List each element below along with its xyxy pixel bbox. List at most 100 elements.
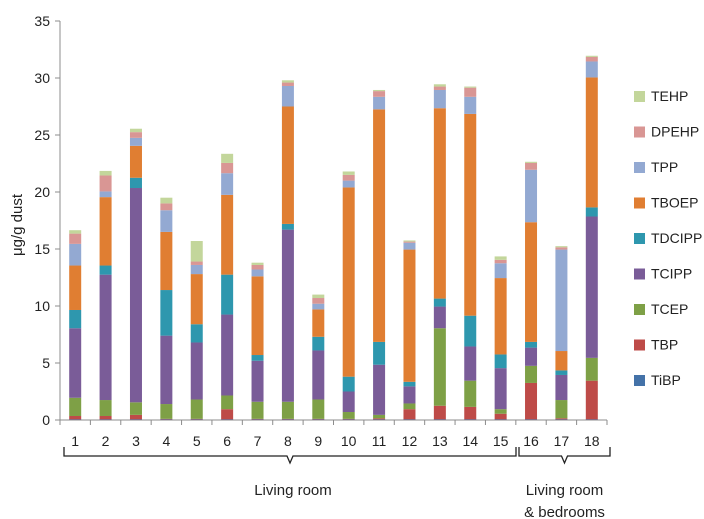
bar-segment	[160, 419, 173, 420]
bar-segment	[525, 419, 538, 420]
bar-segment	[433, 108, 446, 299]
bar-segment	[221, 419, 234, 420]
bar-segment	[342, 391, 355, 413]
x-tick-label: 15	[493, 433, 509, 449]
bar-stack-9	[312, 294, 325, 420]
bar-segment	[251, 419, 264, 420]
bar-segment	[281, 419, 294, 420]
group-brace	[518, 447, 611, 465]
legend-label: TDCIPP	[651, 230, 702, 246]
bar-segment	[312, 419, 325, 420]
bar-segment	[251, 262, 264, 265]
bar-segment	[525, 382, 538, 420]
y-tick-label: 30	[34, 70, 50, 86]
bar-segment	[129, 419, 142, 420]
bar-stack-12	[403, 240, 416, 420]
bar-segment	[312, 298, 325, 304]
bar-segment	[129, 402, 142, 415]
x-tick-label: 9	[314, 433, 322, 449]
bar-segment	[99, 265, 112, 275]
x-tick-label: 10	[341, 433, 357, 449]
bar-segment	[312, 309, 325, 337]
bar-stack-5	[190, 241, 203, 420]
bar-stack-18	[585, 55, 598, 420]
bar-segment	[190, 264, 203, 275]
legend-swatch	[634, 304, 645, 315]
bar-segment	[129, 145, 142, 178]
bar-segment	[190, 399, 203, 419]
bar-segment	[403, 409, 416, 420]
y-tick-label: 25	[34, 127, 50, 143]
bar-segment	[99, 419, 112, 420]
bar-segment	[190, 274, 203, 325]
bar-segment	[160, 418, 173, 420]
bar-segment	[373, 418, 386, 420]
x-tick-label: 8	[284, 433, 292, 449]
x-tick-label: 12	[402, 433, 418, 449]
bar-segment	[555, 246, 568, 248]
bar-segment	[312, 350, 325, 400]
bar-stack-10	[342, 171, 355, 420]
y-tick-label: 15	[34, 241, 50, 257]
bar-segment	[221, 162, 234, 174]
legend-swatch	[634, 233, 645, 244]
bar-segment	[525, 341, 538, 348]
bar-segment	[312, 303, 325, 310]
bar-segment	[69, 243, 82, 266]
bar-stack-17	[555, 246, 568, 420]
bar-segment	[464, 86, 477, 88]
bar-segment	[190, 342, 203, 400]
bar-segment	[403, 419, 416, 420]
bar-segment	[190, 324, 203, 343]
legend-label: DPEHP	[651, 124, 699, 140]
bar-segment	[555, 351, 568, 371]
x-tick-label: 6	[223, 433, 231, 449]
bar-segment	[281, 106, 294, 224]
legend-swatch	[634, 91, 645, 102]
bar-segment	[99, 197, 112, 266]
bar-segment	[555, 418, 568, 420]
group-label: Living room	[254, 482, 332, 499]
bar-segment	[160, 210, 173, 232]
bar-segment	[585, 216, 598, 358]
legend-label: TBOEP	[651, 195, 698, 211]
bar-segment	[373, 364, 386, 415]
y-tick-label: 10	[34, 298, 50, 314]
bar-segment	[525, 347, 538, 366]
bar-segment	[281, 229, 294, 402]
bar-segment	[251, 276, 264, 356]
bar-segment	[342, 418, 355, 420]
bar-stack-2	[99, 170, 112, 420]
bar-segment	[190, 241, 203, 262]
bar-segment	[342, 412, 355, 419]
bar-segment	[69, 419, 82, 420]
legend-swatch	[634, 197, 645, 209]
bar-stack-14	[464, 86, 477, 420]
bar-segment	[464, 113, 477, 316]
x-tick-label: 3	[132, 433, 140, 449]
bar-segment	[555, 249, 568, 352]
y-tick-label: 20	[34, 184, 50, 200]
bar-segment	[494, 259, 507, 264]
bar-segment	[373, 414, 386, 419]
bar-segment	[403, 381, 416, 387]
bar-segment	[281, 85, 294, 107]
x-tick-label: 17	[554, 433, 570, 449]
bar-segment	[99, 170, 112, 176]
bar-segment	[494, 256, 507, 260]
bar-segment	[433, 298, 446, 307]
legend-label: TCEP	[651, 301, 688, 317]
bar-segment	[403, 242, 416, 250]
bar-segment	[585, 207, 598, 217]
bar-segment	[555, 400, 568, 419]
bar-segment	[129, 137, 142, 146]
bar-segment	[525, 222, 538, 342]
bar-segment	[160, 231, 173, 291]
bar-segment	[585, 357, 598, 381]
bar-segment	[69, 416, 82, 420]
bar-segment	[281, 223, 294, 230]
bar-segment	[69, 230, 82, 234]
bar-segment	[433, 419, 446, 420]
bar-segment	[221, 194, 234, 275]
bar-segment	[221, 173, 234, 195]
